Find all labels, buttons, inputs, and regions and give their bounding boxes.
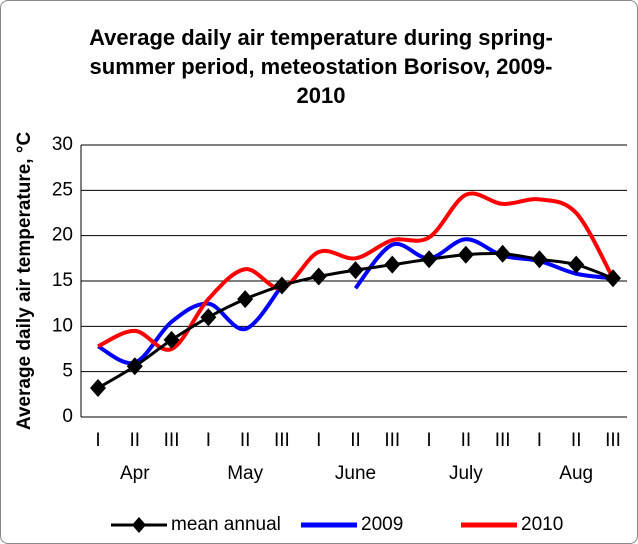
month-label: Apr (120, 463, 150, 484)
x-tick-label: I (206, 430, 211, 451)
legend-label: mean annual (171, 514, 281, 535)
marker (273, 276, 290, 295)
x-tick-label: I (316, 430, 321, 451)
month-label: Aug (559, 463, 593, 484)
x-tick-label: II (240, 430, 251, 451)
marker (163, 330, 180, 349)
y-tick-label: 25 (52, 179, 73, 200)
marker (568, 255, 585, 274)
x-tick-label: II (350, 430, 361, 451)
marker (531, 250, 548, 269)
marker (384, 255, 401, 274)
x-tick-label: II (461, 430, 472, 451)
month-label: May (227, 463, 263, 484)
chart-title: Average daily air temperature during spr… (89, 25, 553, 108)
x-tick-label: II (571, 430, 582, 451)
x-tick-label: I (426, 430, 431, 451)
x-tick-label: I (95, 430, 100, 451)
marker (126, 357, 143, 376)
marker (457, 245, 474, 264)
marker (421, 250, 438, 269)
legend-label: 2010 (521, 514, 563, 535)
marker (200, 308, 217, 327)
x-tick-label: II (130, 430, 141, 451)
x-tick-label: III (164, 430, 180, 451)
month-label: June (335, 463, 376, 484)
y-tick-label: 15 (52, 270, 73, 291)
y-tick-label: 5 (62, 361, 73, 382)
marker (494, 244, 511, 263)
x-tick-label: III (384, 430, 400, 451)
marker (237, 290, 254, 309)
y-tick-label: 30 (52, 134, 73, 155)
y-tick-label: 10 (52, 315, 73, 336)
marker (90, 378, 106, 397)
x-tick-label: I (537, 430, 542, 451)
x-tick-label: III (274, 430, 290, 451)
legend-marker (132, 517, 146, 533)
marker (605, 269, 621, 288)
x-tick-label: III (495, 430, 511, 451)
y-tick-label: 20 (52, 225, 73, 246)
series-line (97, 191, 615, 352)
month-label: July (449, 463, 483, 484)
marker (310, 267, 327, 286)
y-axis-label: Average daily air temperature, °C (14, 132, 35, 431)
x-tick-label: III (605, 430, 621, 451)
legend-label: 2009 (361, 514, 403, 535)
y-tick-label: 0 (62, 406, 73, 427)
marker (347, 261, 364, 280)
